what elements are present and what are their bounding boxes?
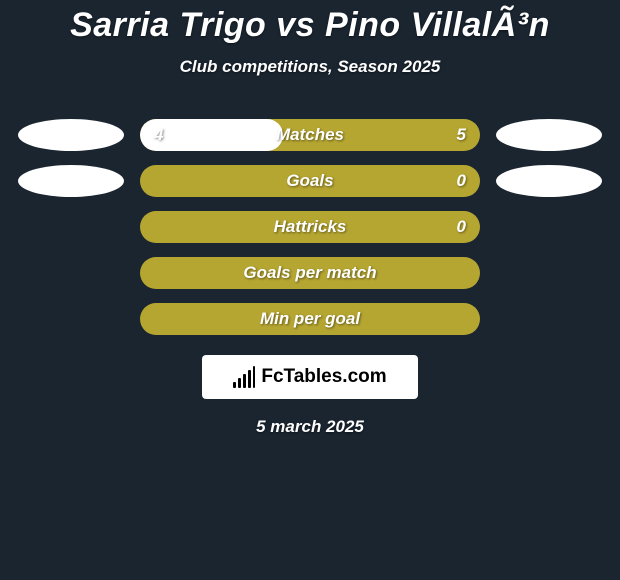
left-player-oval [18,165,124,197]
stat-right-value: 0 [457,211,466,243]
comparison-infographic: Sarria Trigo vs Pino VillalÃ³n Club comp… [0,0,620,437]
stat-bar: Goals 0 [140,165,480,197]
fctables-logo[interactable]: FcTables.com [202,355,418,399]
stat-label: Min per goal [140,303,480,335]
stat-label: Goals per match [140,257,480,289]
stat-row: Min per goal [0,303,620,335]
stat-row: Goals per match [0,257,620,289]
stat-label: Goals [140,165,480,197]
logo-inner: FcTables.com [233,366,386,388]
page-title: Sarria Trigo vs Pino VillalÃ³n [0,6,620,45]
stat-row: 4 Matches 5 [0,119,620,151]
stat-bar: Goals per match [140,257,480,289]
stat-bar: 4 Matches 5 [140,119,480,151]
stat-bar: Min per goal [140,303,480,335]
stat-right-value: 5 [457,119,466,151]
stat-row: Goals 0 [0,165,620,197]
bar-chart-icon [233,366,255,388]
stat-rows: 4 Matches 5 Goals 0 Hattricks 0 [0,119,620,335]
right-player-oval [496,119,602,151]
date-label: 5 march 2025 [0,417,620,437]
right-player-oval [496,165,602,197]
stat-label: Hattricks [140,211,480,243]
page-subtitle: Club competitions, Season 2025 [0,57,620,77]
stat-label: Matches [140,119,480,151]
stat-row: Hattricks 0 [0,211,620,243]
left-player-oval [18,119,124,151]
stat-right-value: 0 [457,165,466,197]
logo-text: FcTables.com [261,366,386,388]
stat-bar: Hattricks 0 [140,211,480,243]
